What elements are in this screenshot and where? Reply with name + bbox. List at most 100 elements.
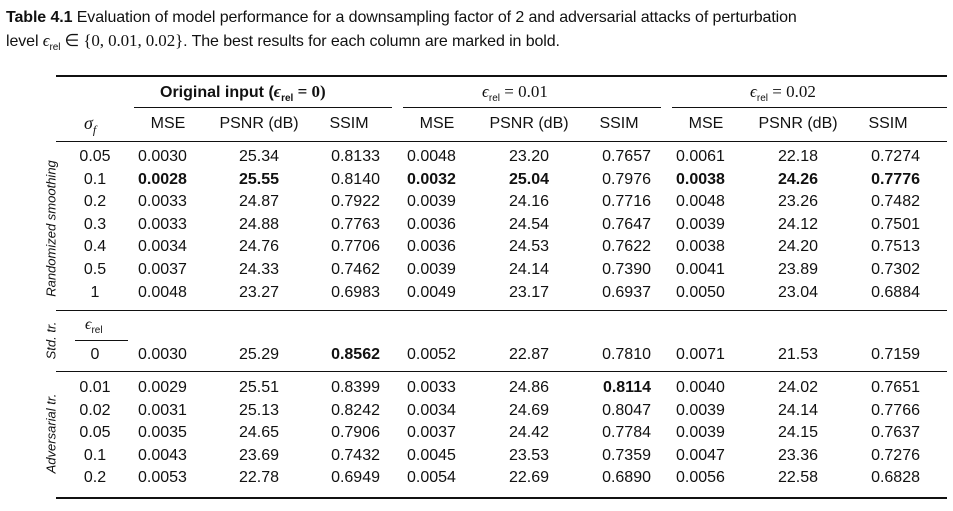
table-cell: 24.26 bbox=[777, 171, 819, 188]
metric-header-3: MSE bbox=[419, 115, 455, 132]
table-cell: 0.7637 bbox=[871, 424, 920, 441]
group2-rule bbox=[403, 107, 661, 108]
table-cell: 0.7482 bbox=[871, 193, 920, 210]
table-cell: 0.0040 bbox=[676, 379, 725, 396]
table-cell: 24.86 bbox=[508, 379, 550, 396]
table-cell: 0.0033 bbox=[138, 193, 187, 210]
group1-rule bbox=[134, 107, 392, 108]
table-cell: 0.0039 bbox=[676, 424, 725, 441]
table-cell: 23.20 bbox=[508, 148, 550, 165]
table-cell: 23.89 bbox=[777, 261, 819, 278]
sigma-symbol: σ bbox=[84, 113, 93, 133]
table-cell: 0.0048 bbox=[676, 193, 725, 210]
table-cell: 24.69 bbox=[508, 402, 550, 419]
table-cell: 0.0056 bbox=[676, 469, 725, 486]
group2-eps: ϵ bbox=[482, 82, 489, 101]
eps-rel-header: ϵrel bbox=[85, 316, 103, 336]
row-param-cell: 0.05 bbox=[79, 148, 111, 165]
table-cell: 0.0028 bbox=[138, 171, 187, 188]
row-param-cell: 0.02 bbox=[79, 402, 111, 419]
table-caption: Table 4.1 Evaluation of model performanc… bbox=[6, 6, 948, 59]
metric-header-5: SSIM bbox=[599, 115, 639, 132]
metric-header-6: MSE bbox=[688, 115, 724, 132]
table-cell: 0.0036 bbox=[407, 238, 456, 255]
group3-rule bbox=[672, 107, 947, 108]
table-cell: 0.0041 bbox=[676, 261, 725, 278]
metric-header-2: SSIM bbox=[329, 115, 369, 132]
table-cell: 0.8047 bbox=[602, 402, 651, 419]
section-label-std: Std. tr. bbox=[43, 321, 59, 360]
bottom-rule bbox=[56, 497, 947, 499]
table-cell: 0.7390 bbox=[602, 261, 651, 278]
table-cell: 24.53 bbox=[508, 238, 550, 255]
table-cell: 0.7274 bbox=[871, 148, 920, 165]
table-cell: 0.7651 bbox=[871, 379, 920, 396]
table-cell: 0.7706 bbox=[331, 238, 380, 255]
caption-text-b: level bbox=[6, 33, 43, 50]
table-cell: 0.0032 bbox=[407, 171, 456, 188]
table-cell: 22.58 bbox=[777, 469, 819, 486]
table-cell: 0.0036 bbox=[407, 216, 456, 233]
table-cell: 25.04 bbox=[508, 171, 550, 188]
row-param-cell: 0.05 bbox=[79, 424, 111, 441]
table-cell: 25.34 bbox=[238, 148, 280, 165]
metric-header-0: MSE bbox=[150, 115, 186, 132]
table-cell: 0.6937 bbox=[602, 284, 651, 301]
table-cell: 24.42 bbox=[508, 424, 550, 441]
table-cell: 0.6890 bbox=[602, 469, 651, 486]
caption-set: ∈ {0, 0.01, 0.02} bbox=[60, 31, 184, 50]
table-cell: 0.0029 bbox=[138, 379, 187, 396]
table-cell: 24.16 bbox=[508, 193, 550, 210]
table-cell: 0.0033 bbox=[138, 216, 187, 233]
table-cell: 24.12 bbox=[777, 216, 819, 233]
group3-eps-sub: rel bbox=[756, 93, 768, 105]
table-cell: 0.7763 bbox=[331, 216, 380, 233]
table-cell: 0.0048 bbox=[407, 148, 456, 165]
table-cell: 24.15 bbox=[777, 424, 819, 441]
table-cell: 0.7359 bbox=[602, 447, 651, 464]
section2-bottom-rule bbox=[56, 371, 947, 372]
group3-eq: = 0.02 bbox=[767, 82, 816, 101]
metric-header-7: PSNR (dB) bbox=[758, 115, 838, 132]
row-param-cell: 0.2 bbox=[83, 469, 107, 486]
group1-header: Original input (ϵrel = 0) bbox=[160, 82, 326, 104]
table-cell: 0.0034 bbox=[407, 402, 456, 419]
table-cell: 22.69 bbox=[508, 469, 550, 486]
group3-eps: ϵ bbox=[750, 82, 757, 101]
table-cell: 23.69 bbox=[238, 447, 280, 464]
table-cell: 23.53 bbox=[508, 447, 550, 464]
table-cell: 21.53 bbox=[777, 346, 819, 363]
caption-eps: ϵ bbox=[42, 31, 50, 50]
table-cell: 0.0061 bbox=[676, 148, 725, 165]
eps-header-rule bbox=[75, 340, 128, 341]
table-cell: 0.0039 bbox=[676, 402, 725, 419]
table-cell: 0.6884 bbox=[871, 284, 920, 301]
table-cell: 23.26 bbox=[777, 193, 819, 210]
table-cell: 0.0038 bbox=[676, 238, 725, 255]
table-cell: 24.14 bbox=[508, 261, 550, 278]
metric-header-8: SSIM bbox=[868, 115, 908, 132]
table-cell: 0.8242 bbox=[331, 402, 380, 419]
table-cell: 0.6983 bbox=[331, 284, 380, 301]
table-cell: 0.0048 bbox=[138, 284, 187, 301]
row-param-cell: 1 bbox=[90, 284, 100, 301]
table-cell: 0.0034 bbox=[138, 238, 187, 255]
table-cell: 25.55 bbox=[238, 171, 280, 188]
metric-header-1: PSNR (dB) bbox=[219, 115, 299, 132]
table-cell: 0.0035 bbox=[138, 424, 187, 441]
table-cell: 0.7501 bbox=[871, 216, 920, 233]
caption-text-c: . The best results for each column are m… bbox=[183, 33, 560, 50]
table-cell: 0.0043 bbox=[138, 447, 187, 464]
table-cell: 0.7432 bbox=[331, 447, 380, 464]
table-cell: 24.14 bbox=[777, 402, 819, 419]
row-param-cell: 0.2 bbox=[83, 193, 107, 210]
table-cell: 0.7513 bbox=[871, 238, 920, 255]
caption-text-a: Evaluation of model performance for a do… bbox=[72, 9, 797, 26]
table-cell: 0.7302 bbox=[871, 261, 920, 278]
section-label-randomized: Randomized smoothing bbox=[43, 160, 59, 297]
sigma-header: σf bbox=[84, 113, 96, 138]
table-cell: 0.7622 bbox=[602, 238, 651, 255]
table-cell: 0.0031 bbox=[138, 402, 187, 419]
table-cell: 0.8140 bbox=[331, 171, 380, 188]
group2-eq: = 0.01 bbox=[499, 82, 548, 101]
